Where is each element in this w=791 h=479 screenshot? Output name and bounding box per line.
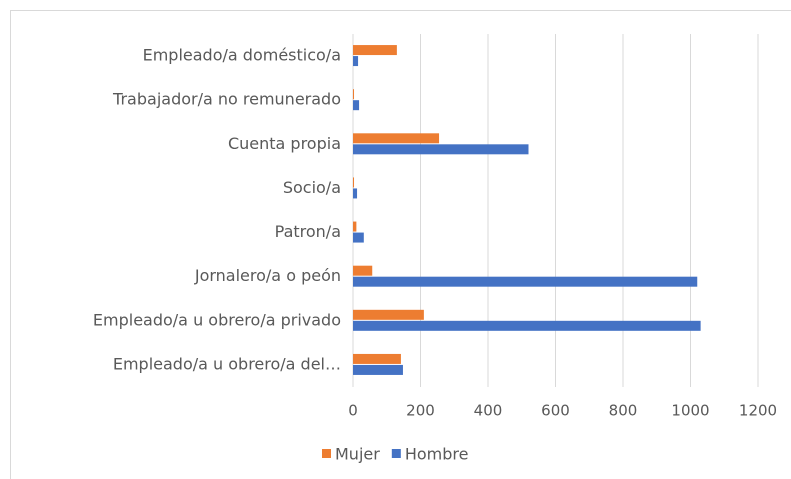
- bar: [353, 353, 401, 364]
- bar: [353, 221, 357, 232]
- bar: [353, 177, 355, 188]
- bar: [353, 320, 701, 331]
- legend-label: Mujer: [335, 445, 380, 464]
- bar: [353, 56, 359, 67]
- x-tick-label: 0: [348, 402, 358, 420]
- legend-swatch: [322, 449, 331, 458]
- x-tick-label: 200: [406, 402, 435, 420]
- bar: [353, 276, 698, 287]
- bar: [353, 144, 529, 155]
- bar: [353, 45, 397, 56]
- y-tick-label: Patron/a: [275, 222, 341, 241]
- bar: [353, 100, 360, 111]
- bar: [353, 133, 440, 144]
- x-tick-label: 400: [474, 402, 503, 420]
- y-tick-label: Empleado/a u obrero/a privado: [93, 310, 341, 329]
- bar: [353, 364, 403, 375]
- legend-swatch: [391, 449, 401, 458]
- x-tick-label: 1000: [671, 402, 709, 420]
- bar: [353, 89, 355, 100]
- x-tick-label: 600: [541, 402, 570, 420]
- y-tick-label: Empleado/a doméstico/a: [143, 46, 341, 65]
- y-tick-label: Cuenta propia: [228, 134, 341, 153]
- x-tick-label: 1200: [739, 402, 777, 420]
- x-tick-label: 800: [609, 402, 638, 420]
- chart-frame: [10, 10, 791, 479]
- bar: [353, 265, 373, 276]
- legend-label: Hombre: [405, 445, 469, 464]
- bar: [353, 188, 358, 199]
- bar: [353, 232, 364, 243]
- y-tick-label: Socio/a: [283, 178, 341, 197]
- y-tick-label: Empleado/a u obrero/a del…: [113, 354, 341, 373]
- y-tick-label: Jornalero/a o peón: [194, 266, 341, 285]
- y-tick-label: Trabajador/a no remunerado: [112, 90, 341, 109]
- bar: [353, 309, 424, 320]
